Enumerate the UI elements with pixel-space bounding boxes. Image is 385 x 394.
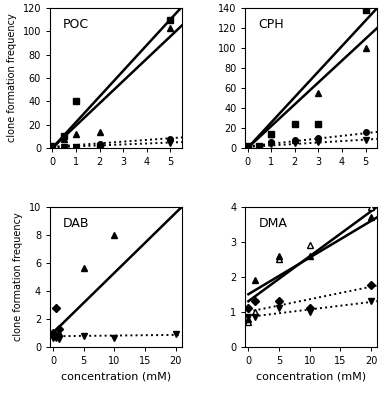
Text: DAB: DAB <box>63 217 90 229</box>
Y-axis label: clone formation frequency: clone formation frequency <box>13 212 23 341</box>
Text: POC: POC <box>63 18 89 31</box>
Text: DMA: DMA <box>259 217 288 229</box>
X-axis label: concentration (mM): concentration (mM) <box>61 371 171 381</box>
Text: CPH: CPH <box>259 18 284 31</box>
Y-axis label: clone formation frequency: clone formation frequency <box>7 13 17 142</box>
X-axis label: concentration (mM): concentration (mM) <box>256 371 367 381</box>
